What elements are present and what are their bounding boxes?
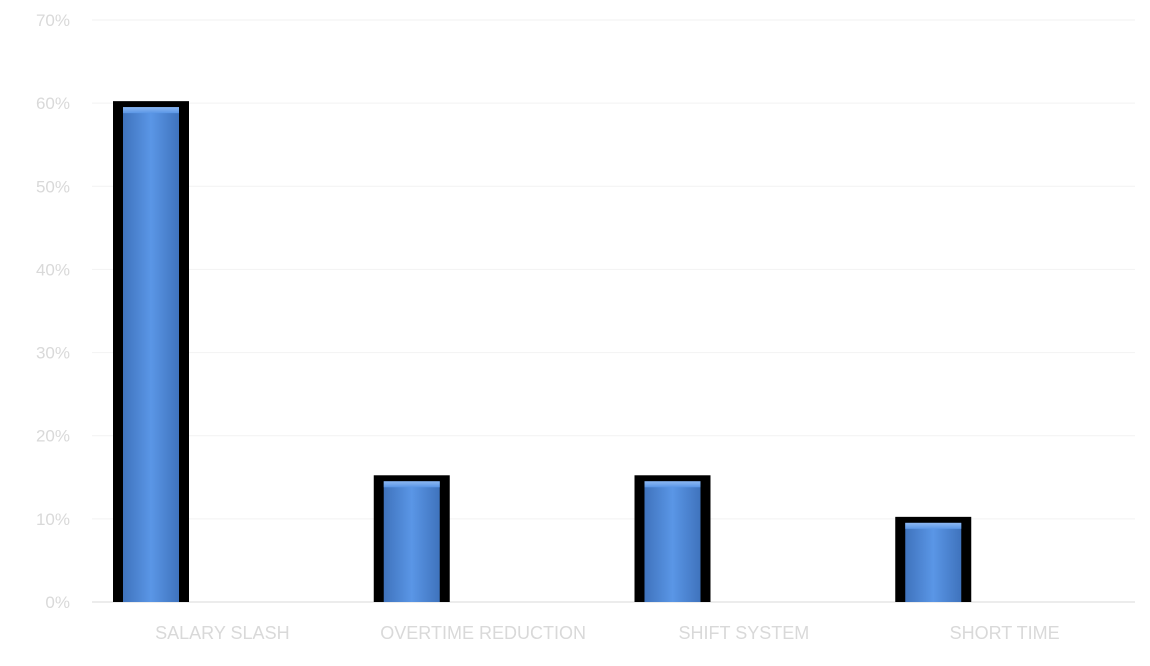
x-tick-label: OVERTIME REDUCTION xyxy=(380,623,586,643)
bar-highlight xyxy=(123,107,179,114)
y-tick-label: 10% xyxy=(36,510,70,529)
bar-highlight xyxy=(905,522,962,529)
x-axis: SALARY SLASH OVERTIME REDUCTION SHIFT SYST… xyxy=(155,623,1059,643)
y-tick-label: 0% xyxy=(45,593,70,612)
bar-fill xyxy=(123,107,179,603)
bar xyxy=(634,475,711,602)
bar-fill xyxy=(644,481,701,602)
bars xyxy=(113,101,972,603)
y-tick-label: 30% xyxy=(36,344,70,363)
x-tick-label: SALARY SLASH xyxy=(155,623,289,643)
x-tick-label: SHORT TIME xyxy=(950,623,1060,643)
y-tick-label: 60% xyxy=(36,94,70,113)
y-tick-label: 40% xyxy=(36,260,70,279)
x-tick-label: SHIFT SYSTEM xyxy=(679,623,810,643)
bar-highlight xyxy=(644,481,701,488)
y-tick-label: 50% xyxy=(36,177,70,196)
bar xyxy=(113,101,189,603)
bar-highlight xyxy=(383,481,440,488)
y-axis: 0% 10% 20% 30% 40% 50% 60% 70% xyxy=(36,11,70,612)
bar-fill xyxy=(905,522,962,602)
bar-fill xyxy=(383,481,440,602)
bar xyxy=(895,516,972,602)
y-tick-label: 70% xyxy=(36,11,70,30)
bar xyxy=(373,475,450,602)
gridlines xyxy=(92,19,1135,603)
y-tick-label: 20% xyxy=(36,427,70,446)
